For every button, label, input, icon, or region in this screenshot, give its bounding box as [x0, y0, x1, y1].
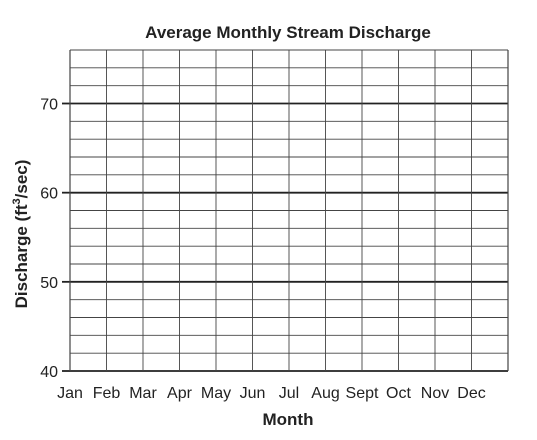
x-axis-ticks: Jan Feb Mar Apr May Jun Jul Aug Sept Oct Nov Dec — [57, 385, 486, 402]
x-tick-label: May — [201, 385, 231, 402]
y-axis-title: Discharge (ft3/sec) — [11, 160, 31, 309]
y-tick-label: 40 — [40, 364, 58, 381]
y-tick-label: 70 — [40, 97, 58, 114]
x-tick-label: Aug — [311, 385, 339, 402]
x-tick-label: Dec — [457, 385, 485, 402]
chart-title: Average Monthly Stream Discharge — [145, 23, 431, 42]
x-tick-label: Apr — [167, 385, 193, 402]
x-axis-title: Month — [263, 410, 314, 429]
y-tick-label: 50 — [40, 275, 58, 292]
y-axis-title-superscript: 3 — [11, 198, 23, 204]
y-axis-title-prefix: Discharge (ft — [12, 204, 31, 308]
y-axis-title-suffix: /sec) — [12, 160, 31, 199]
grid — [62, 49, 509, 372]
y-axis-ticks: 40 50 60 70 — [40, 97, 58, 382]
x-tick-label: Sept — [346, 385, 379, 402]
y-tick-label: 60 — [40, 186, 58, 203]
x-tick-label: Mar — [129, 385, 157, 402]
x-tick-label: Oct — [386, 385, 411, 402]
x-tick-label: Nov — [421, 385, 449, 402]
x-tick-label: Feb — [93, 385, 121, 402]
x-tick-label: Jul — [279, 385, 299, 402]
x-tick-label: Jun — [240, 385, 266, 402]
x-tick-label: Jan — [57, 385, 83, 402]
